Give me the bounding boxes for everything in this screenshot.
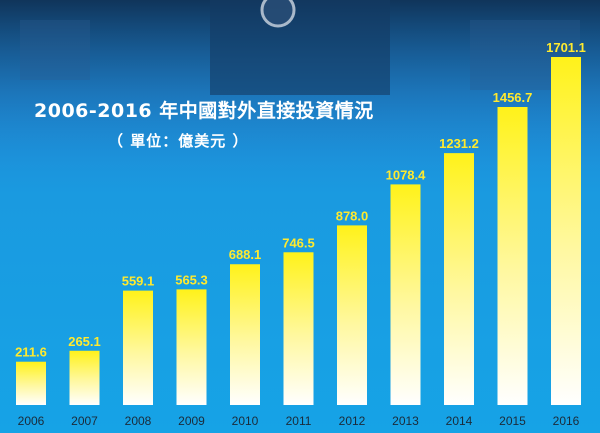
x-tick-label-2012: 2012 <box>339 414 366 428</box>
bar-2016 <box>551 57 581 405</box>
value-label-2015: 1456.7 <box>493 90 533 105</box>
bar-2010 <box>230 264 260 405</box>
value-label-2006: 211.6 <box>15 345 47 360</box>
value-label-2013: 1078.4 <box>386 167 427 182</box>
x-tick-label-2016: 2016 <box>553 414 580 428</box>
x-tick-label-2007: 2007 <box>71 414 98 428</box>
x-tick-label-2010: 2010 <box>232 414 259 428</box>
x-tick-label-2015: 2015 <box>499 414 526 428</box>
x-tick-label-2008: 2008 <box>125 414 152 428</box>
value-label-2014: 1231.2 <box>439 136 479 151</box>
x-tick-label-2011: 2011 <box>286 414 312 428</box>
value-label-2012: 878.0 <box>336 208 369 223</box>
bar-2015 <box>497 106 528 405</box>
value-label-2008: 559.1 <box>122 274 155 289</box>
value-label-2016: 1701.1 <box>546 40 586 55</box>
x-tick-label-2009: 2009 <box>178 414 205 428</box>
value-label-2010: 688.1 <box>229 247 262 262</box>
chart-subtitle: （ 單位：億美元 ） <box>108 132 249 150</box>
bar-2006 <box>16 361 46 405</box>
x-tick-label-2014: 2014 <box>446 414 473 428</box>
bar-2012 <box>337 225 367 405</box>
x-tick-label-2006: 2006 <box>18 414 45 428</box>
value-label-2007: 265.1 <box>68 334 101 349</box>
bar-2013 <box>390 184 421 405</box>
chart-title: 2006-2016 年中國對外直接投資情況 <box>34 100 374 122</box>
value-label-2011: 746.5 <box>282 235 315 250</box>
bar-2009 <box>176 289 207 405</box>
background-photo <box>0 0 600 170</box>
x-tick-label-2013: 2013 <box>392 414 419 428</box>
bar-2014 <box>444 153 474 405</box>
bar-2011 <box>283 252 314 405</box>
bar-2008 <box>123 290 153 405</box>
bar-2007 <box>69 350 100 405</box>
bar-group: 211.6 2006 265.1 2007 559.1 2008 565.3 2009 688.… <box>15 40 586 428</box>
value-label-2009: 565.3 <box>175 272 208 287</box>
